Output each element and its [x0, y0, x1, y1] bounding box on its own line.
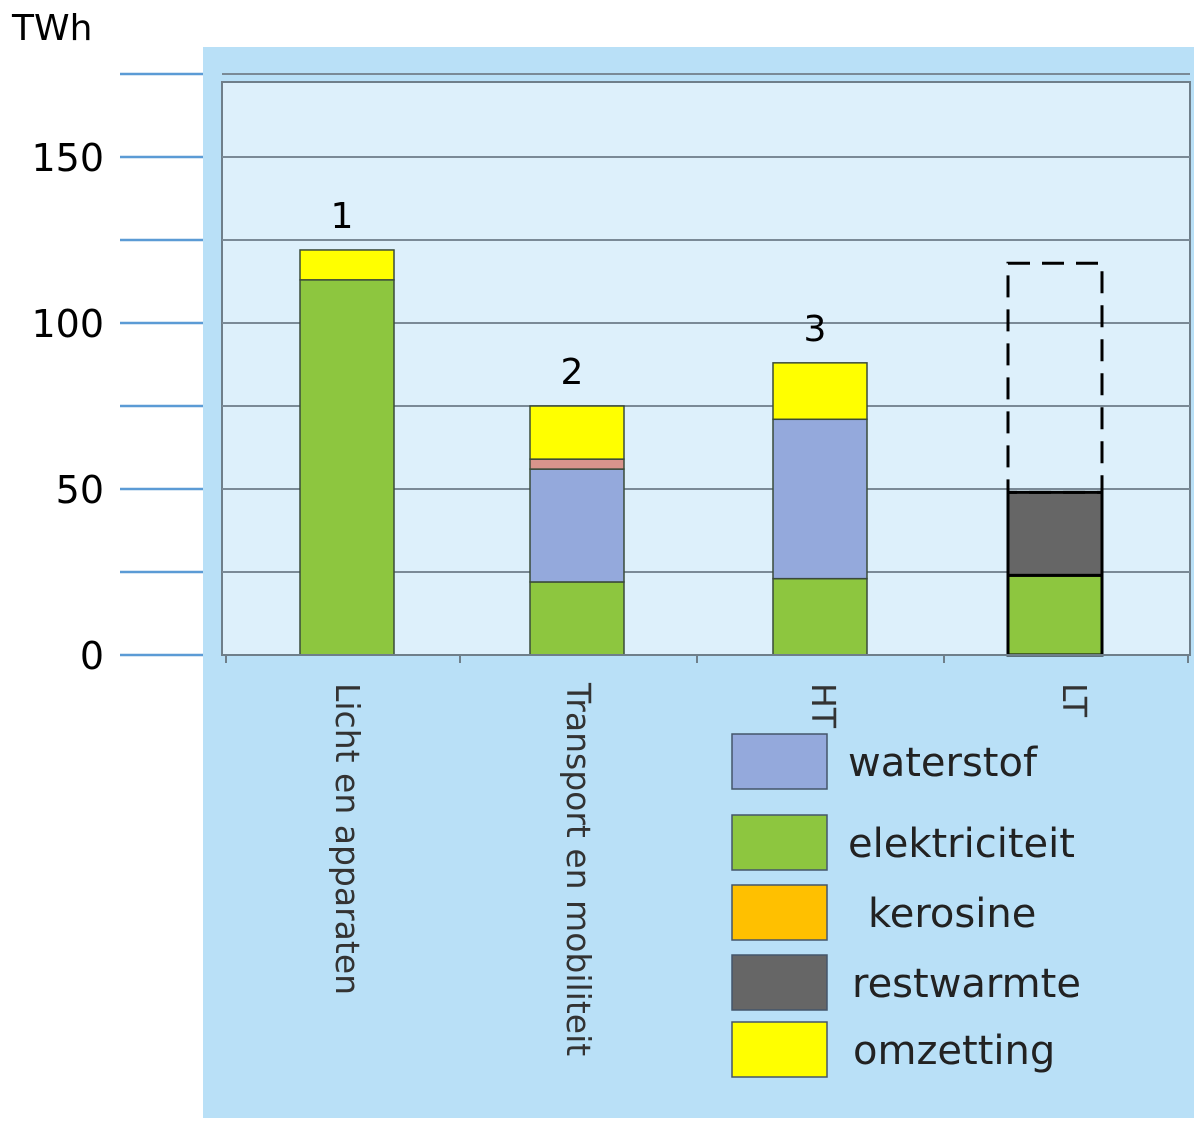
bar-segment [772, 577, 868, 656]
legend-swatch [731, 884, 828, 941]
legend-label: kerosine [868, 891, 1036, 937]
dashed-outline [1006, 261, 1104, 494]
bar-number-label: 3 [804, 309, 827, 350]
bar-segment [529, 581, 625, 656]
y-tick-label: 0 [80, 634, 104, 678]
y-tick-label: 100 [31, 302, 104, 346]
legend-label: elektriciteit [848, 821, 1075, 867]
bar-number-label: 2 [561, 352, 584, 393]
legend-swatch [731, 733, 828, 790]
x-tick-label: HT [804, 683, 843, 729]
bar-number-labels: 1 2 3 [331, 196, 827, 393]
bars [299, 249, 1104, 657]
bar-segment [299, 279, 395, 656]
legend-swatch [731, 814, 828, 871]
x-tick-label: Licht en apparaten [328, 683, 367, 995]
bar-segment [772, 362, 868, 421]
bar-segment [772, 418, 868, 580]
bar-segment [529, 458, 625, 470]
bar-segment [1006, 490, 1104, 577]
y-axis-label: TWh [11, 8, 92, 49]
bar-segment [529, 468, 625, 583]
bar-segment [1006, 573, 1104, 657]
bar-segment [529, 405, 625, 460]
legend-swatch [731, 954, 828, 1011]
legend-swatch [731, 1021, 828, 1078]
legend-label: restwarmte [852, 961, 1081, 1007]
y-tick-label: 150 [31, 136, 104, 180]
x-tick-label: LT [1055, 683, 1094, 718]
bar-segment [299, 249, 395, 281]
legend: waterstof elektriciteit kerosine restwarmte… [731, 733, 1081, 1078]
x-tick-labels: Licht en apparaten Transport en mobilitei… [328, 682, 1094, 1056]
x-tick-label: Transport en mobiliteit [559, 682, 598, 1056]
bar-number-label: 1 [331, 196, 354, 237]
legend-label: waterstof [848, 740, 1038, 786]
x-axis [222, 654, 1190, 663]
legend-label: omzetting [853, 1028, 1055, 1074]
y-tick-label: 50 [56, 468, 104, 512]
y-tick-labels: 0 50 100 150 [31, 136, 104, 678]
y-tick-lines [120, 72, 203, 657]
